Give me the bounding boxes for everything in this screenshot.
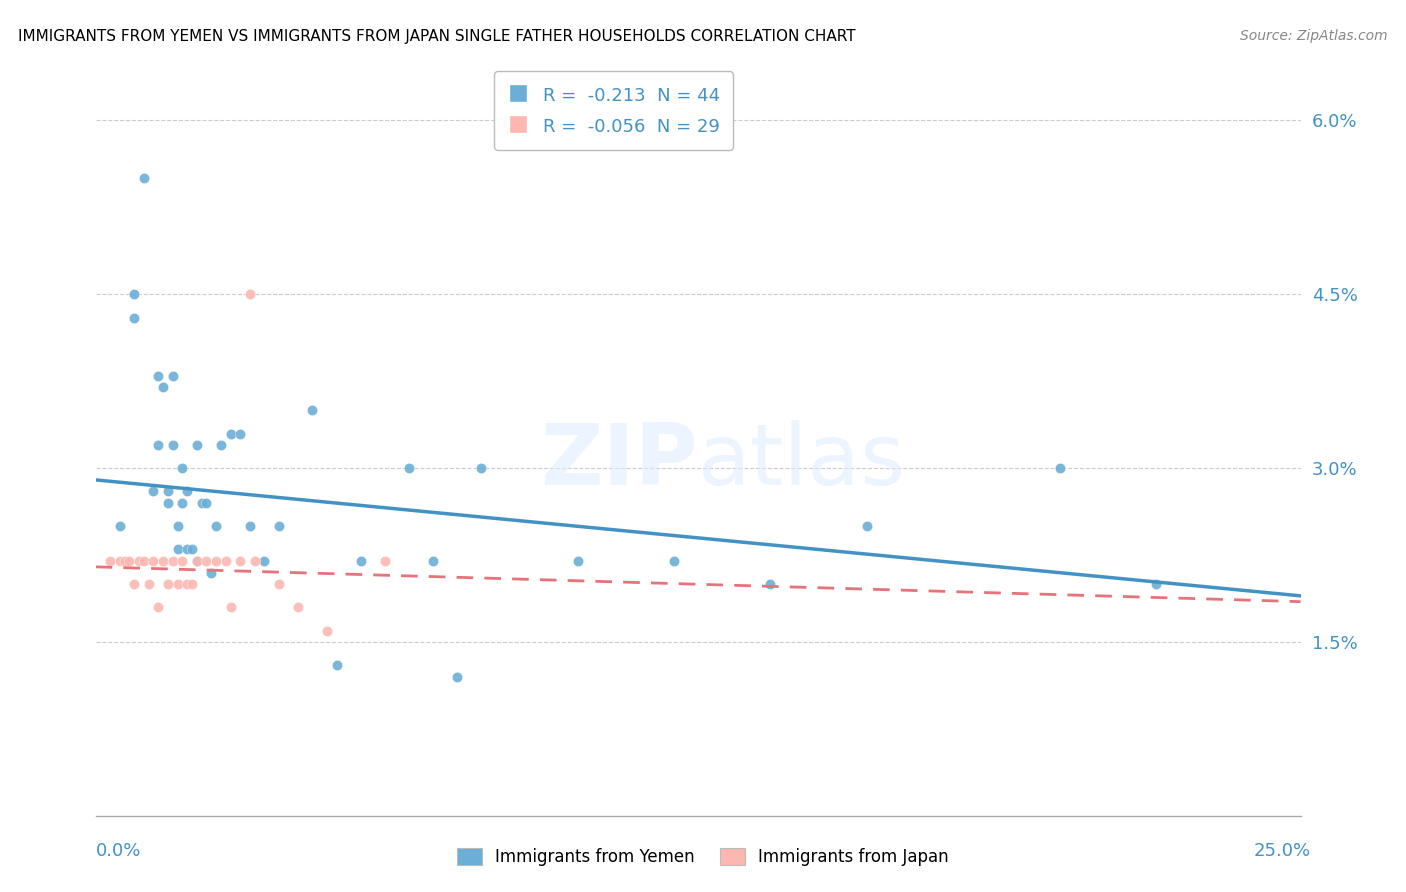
Point [350,554,373,568]
Point [287,600,309,615]
Point [470,461,492,475]
Point [855,519,877,533]
Text: IMMIGRANTS FROM YEMEN VS IMMIGRANTS FROM JAPAN SINGLE FATHER HOUSEHOLDS CORRELAT: IMMIGRANTS FROM YEMEN VS IMMIGRANTS FROM… [18,29,856,44]
Point [162,438,184,452]
Point [172,554,194,568]
Point [422,554,444,568]
Point [1049,461,1071,475]
Point [114,554,136,568]
Point [162,368,184,383]
Point [172,461,194,475]
Point [152,554,174,568]
Point [205,519,228,533]
Point [316,624,339,638]
Point [239,519,262,533]
Point [219,426,242,441]
Point [181,577,204,591]
Point [301,403,323,417]
Point [325,658,347,673]
Point [166,577,188,591]
Point [195,496,218,510]
Legend: Immigrants from Yemen, Immigrants from Japan: Immigrants from Yemen, Immigrants from J… [449,840,957,875]
Point [195,554,218,568]
Point [176,577,198,591]
Point [759,577,782,591]
Point [267,577,290,591]
Text: 0.0%: 0.0% [96,842,141,860]
Point [176,542,198,557]
Point [108,519,131,533]
Point [122,310,145,325]
Point [156,496,179,510]
Point [215,554,238,568]
Legend: R =  -0.213  N = 44, R =  -0.056  N = 29: R = -0.213 N = 44, R = -0.056 N = 29 [495,71,733,150]
Point [186,438,208,452]
Point [205,554,228,568]
Point [181,542,204,557]
Point [662,554,685,568]
Point [176,484,198,499]
Point [132,554,155,568]
Point [374,554,396,568]
Point [243,554,266,568]
Point [398,461,420,475]
Point [186,554,208,568]
Point [267,519,290,533]
Point [446,670,468,684]
Point [148,600,170,615]
Point [156,577,179,591]
Point [190,496,212,510]
Point [122,577,145,591]
Point [128,554,150,568]
Point [567,554,589,568]
Point [229,426,252,441]
Point [209,438,232,452]
Point [138,577,160,591]
Point [166,519,188,533]
Point [98,554,121,568]
Text: ZIP: ZIP [540,420,697,503]
Point [219,600,242,615]
Point [118,554,141,568]
Point [253,554,276,568]
Point [142,484,165,499]
Point [172,496,194,510]
Point [152,380,174,394]
Point [1144,577,1167,591]
Point [229,554,252,568]
Point [166,542,188,557]
Point [148,438,170,452]
Text: atlas: atlas [697,420,905,503]
Point [132,171,155,186]
Point [122,287,145,301]
Text: Source: ZipAtlas.com: Source: ZipAtlas.com [1240,29,1388,43]
Point [239,287,262,301]
Point [162,554,184,568]
Point [142,554,165,568]
Point [148,368,170,383]
Point [200,566,222,580]
Point [186,554,208,568]
Point [156,484,179,499]
Text: 25.0%: 25.0% [1253,842,1310,860]
Point [108,554,131,568]
